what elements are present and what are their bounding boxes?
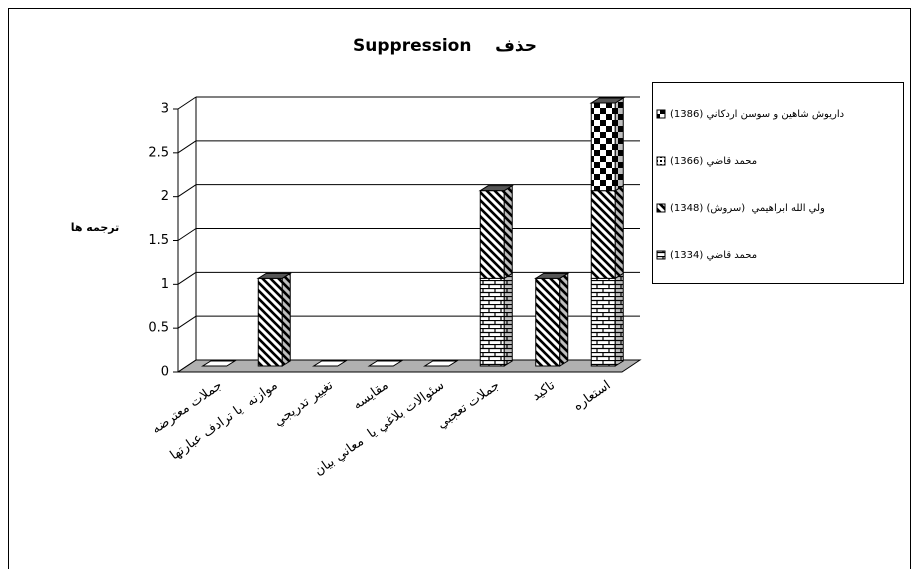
bar-side-shade (504, 185, 513, 279)
legend-swatch (656, 203, 666, 213)
bar-side-shade (615, 185, 624, 279)
grid-line (177, 271, 197, 285)
bar-segment (479, 190, 505, 279)
legend-swatch (656, 109, 666, 119)
y-tick-label: 2.5 (148, 145, 169, 160)
y-axis-label: ترجمه ها (71, 221, 120, 234)
bar-side-shade (504, 273, 513, 366)
grid-line (177, 96, 197, 110)
bar-segment (590, 277, 616, 367)
legend-label: محمد قاضي (1366) (670, 156, 757, 167)
legend-label: داريوش شاهين و سوسن اردکاني (1386) (670, 109, 844, 120)
bar-side-shade (282, 273, 291, 366)
bar-segment (479, 277, 505, 367)
bar-top (478, 185, 514, 192)
bar-side-shade (559, 273, 568, 366)
legend-swatch (656, 156, 666, 166)
y-tick-label: 3 (161, 102, 169, 117)
bar-top (589, 97, 625, 104)
empty-bar (367, 360, 403, 367)
y-tick-label: 2 (161, 189, 169, 204)
bar-segment (535, 277, 561, 367)
bar-segment (590, 102, 616, 192)
bar-segment (590, 190, 616, 279)
y-tick-label: 0.5 (148, 321, 169, 336)
bar-top (256, 272, 292, 279)
grid-line (177, 140, 197, 154)
legend-label: ولي الله ابراهيمي (سروش) (1348) (670, 203, 825, 214)
floor (176, 359, 642, 373)
bar-side-shade (615, 98, 624, 191)
y-tick-label: 0 (161, 365, 169, 380)
bar-top (534, 272, 570, 279)
y-tick-label: 1 (161, 277, 169, 292)
legend (652, 82, 904, 284)
chart-title: حذف Suppression (353, 36, 537, 56)
bar-segment (257, 277, 283, 367)
empty-bar (423, 360, 459, 367)
y-tick-label: 1.5 (148, 233, 169, 248)
legend-label: محمد قاضي (1334) (670, 250, 757, 261)
empty-bar (312, 360, 348, 367)
empty-bar (201, 360, 237, 367)
grid-line (177, 228, 197, 241)
grid-line (177, 184, 197, 198)
grid-line (177, 359, 197, 373)
grid-line (177, 315, 197, 329)
bar-side-shade (615, 273, 624, 366)
legend-swatch (656, 250, 666, 260)
